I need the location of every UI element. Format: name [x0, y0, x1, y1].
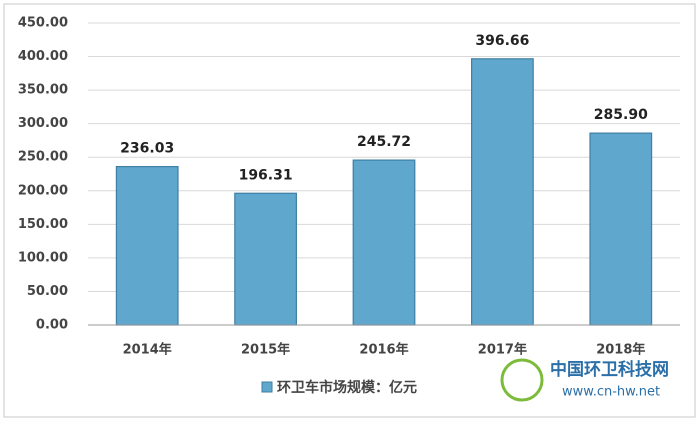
y-tick-label: 250.00: [18, 150, 68, 165]
bar: [115, 165, 179, 326]
value-label: 285.90: [594, 107, 648, 123]
x-tick-label: 2014年: [123, 342, 172, 358]
x-tick-label: 2016年: [359, 342, 408, 358]
y-tick-label: 300.00: [18, 116, 68, 131]
value-label: 236.03: [120, 141, 174, 157]
watermark-url: www.cn-hw.net: [562, 385, 660, 400]
y-tick-label: 350.00: [18, 83, 68, 98]
x-tick-label: 2015年: [241, 342, 290, 358]
bar: [589, 132, 653, 326]
value-label: 196.31: [239, 167, 293, 183]
x-tick-label: 2017年: [478, 342, 527, 358]
watermark-logo: [500, 358, 544, 402]
legend-label: 环卫车市场规模：亿元: [277, 379, 417, 396]
y-tick-label: 400.00: [18, 49, 68, 64]
y-tick-label: 200.00: [18, 183, 68, 198]
bar: [352, 159, 416, 326]
value-label: 245.72: [357, 134, 411, 150]
y-tick-label: 50.00: [27, 284, 68, 299]
value-label: 396.66: [475, 33, 529, 49]
y-tick-label: 0.00: [36, 318, 68, 333]
watermark-title: 中国环卫科技网: [550, 359, 669, 380]
bar: [234, 192, 297, 326]
y-tick-label: 450.00: [18, 16, 68, 31]
bar: [471, 58, 534, 326]
y-tick-label: 100.00: [18, 250, 68, 265]
y-tick-label: 150.00: [18, 217, 68, 232]
x-tick-label: 2018年: [596, 342, 645, 358]
legend-swatch: [261, 381, 273, 393]
